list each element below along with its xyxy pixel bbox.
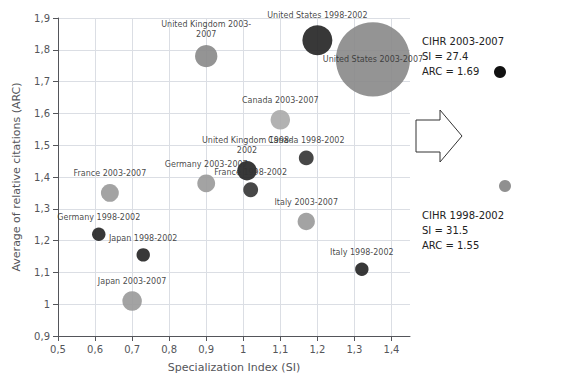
svg-text:United Kingdom 1998-: United Kingdom 1998- [202,136,292,146]
svg-text:SI = 27.4: SI = 27.4 [422,51,468,62]
svg-text:Italy 2003-2007: Italy 2003-2007 [274,198,338,207]
svg-text:1,2: 1,2 [34,235,50,246]
svg-text:1: 1 [44,299,50,310]
svg-text:Average of relative citations: Average of relative citations (ARC) [10,82,23,271]
svg-text:Specialization Index (SI): Specialization Index (SI) [168,361,300,374]
svg-text:1,6: 1,6 [34,108,50,119]
svg-text:United Kingdom 2003-: United Kingdom 2003- [161,20,251,29]
svg-text:1,4: 1,4 [34,172,50,183]
svg-text:1,5: 1,5 [34,140,50,151]
svg-text:2002: 2002 [237,146,257,155]
svg-text:1,3: 1,3 [346,344,362,355]
svg-text:0,6: 0,6 [87,344,103,355]
svg-text:ARC = 1.55: ARC = 1.55 [422,240,479,251]
svg-text:Japan 1998-2002: Japan 1998-2002 [108,234,177,243]
svg-text:1,3: 1,3 [34,203,50,214]
svg-text:Canada 1998-2002: Canada 1998-2002 [268,136,345,145]
svg-text:1,7: 1,7 [34,76,50,87]
svg-text:0,7: 0,7 [124,344,140,355]
svg-text:0,9: 0,9 [34,331,50,342]
svg-text:France 1998-2002: France 1998-2002 [214,168,287,177]
svg-text:Italy 1998-2002: Italy 1998-2002 [330,248,394,257]
svg-text:1,9: 1,9 [34,13,50,24]
svg-text:CIHR 1998-2002: CIHR 1998-2002 [422,210,504,221]
svg-text:Germany 2003-2007: Germany 2003-2007 [164,159,248,169]
svg-text:0,8: 0,8 [161,344,177,355]
svg-text:1,4: 1,4 [384,344,400,355]
svg-text:1,1: 1,1 [272,344,288,355]
svg-text:Japan 2003-2007: Japan 2003-2007 [97,277,166,286]
svg-text:Canada 2003-2007: Canada 2003-2007 [242,96,319,105]
svg-text:CIHR 2003-2007: CIHR 2003-2007 [422,36,504,47]
svg-text:0,9: 0,9 [198,344,214,355]
svg-text:1,2: 1,2 [309,344,325,355]
svg-text:2007: 2007 [196,30,216,39]
svg-text:SI = 31.5: SI = 31.5 [422,225,468,236]
svg-text:United States 1998-2002: United States 1998-2002 [267,11,367,20]
svg-text:1,8: 1,8 [34,44,50,55]
svg-text:1,1: 1,1 [34,267,50,278]
svg-text:1: 1 [240,344,246,355]
svg-text:Germany 1998-2002: Germany 1998-2002 [57,213,140,222]
svg-text:France 2003-2007: France 2003-2007 [73,169,146,178]
svg-text:United States 2003-2007: United States 2003-2007 [323,55,423,64]
svg-text:0,5: 0,5 [50,344,66,355]
svg-text:ARC = 1.69: ARC = 1.69 [422,66,479,77]
